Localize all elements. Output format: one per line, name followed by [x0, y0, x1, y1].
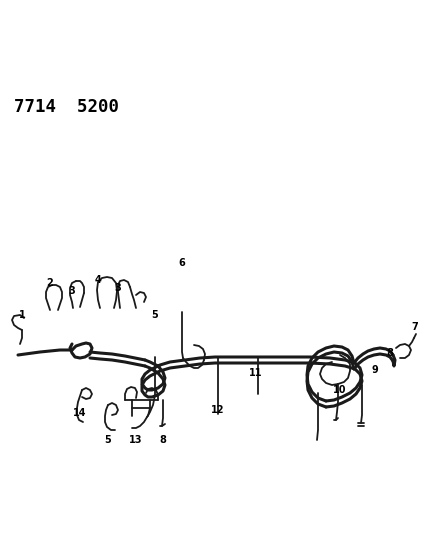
Text: 1: 1: [19, 310, 25, 320]
Text: 13: 13: [129, 435, 143, 445]
Text: 9: 9: [372, 365, 378, 375]
Text: 6: 6: [178, 258, 185, 268]
Text: 7: 7: [412, 322, 419, 332]
Text: 11: 11: [249, 368, 263, 378]
Text: 5: 5: [152, 310, 158, 320]
Text: 4: 4: [95, 275, 101, 285]
Text: 7714  5200: 7714 5200: [14, 98, 119, 116]
Text: 3: 3: [68, 286, 75, 296]
Text: 14: 14: [73, 408, 87, 418]
Text: 3: 3: [115, 283, 122, 293]
Text: 8: 8: [160, 435, 166, 445]
Text: 5: 5: [104, 435, 111, 445]
Text: 8: 8: [386, 348, 393, 358]
Text: 2: 2: [47, 278, 54, 288]
Text: 10: 10: [333, 385, 347, 395]
Text: 12: 12: [211, 405, 225, 415]
